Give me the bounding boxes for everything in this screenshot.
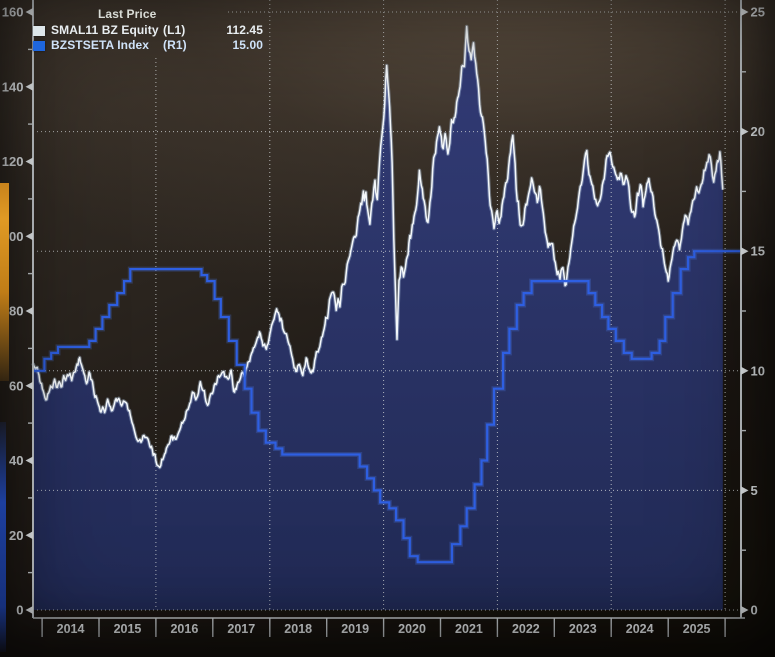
series-last-price-smal11: 112.45 bbox=[226, 23, 263, 37]
year-label-2023: 2023 bbox=[569, 622, 597, 636]
right-tick-arrow-0 bbox=[741, 606, 749, 614]
year-label-2024: 2024 bbox=[626, 622, 654, 636]
left-axis-label-60: 60 bbox=[9, 378, 23, 393]
right-axis-label-20: 20 bbox=[751, 124, 765, 139]
left-tick-arrow-140 bbox=[25, 82, 33, 91]
right-axis[interactable]: 0 5 10 15 20 25 bbox=[741, 5, 765, 618]
left-axis-label-40: 40 bbox=[9, 453, 23, 468]
series-name-bzstseta: BZSTSETA Index bbox=[51, 38, 150, 52]
right-tick-arrow-10 bbox=[741, 366, 749, 375]
left-axis-label-120: 120 bbox=[2, 154, 24, 169]
year-label-2019: 2019 bbox=[341, 622, 369, 636]
left-axis-label-0: 0 bbox=[16, 603, 23, 618]
right-axis-label-25: 25 bbox=[751, 5, 765, 20]
series-swatch-bzstseta bbox=[33, 40, 45, 51]
right-axis-label-5: 5 bbox=[751, 483, 758, 498]
year-label-2017: 2017 bbox=[227, 622, 255, 636]
year-label-2018: 2018 bbox=[284, 622, 312, 636]
right-axis-label-0: 0 bbox=[751, 603, 758, 618]
smal11-price-line bbox=[32, 25, 724, 469]
right-axis-label-10: 10 bbox=[751, 363, 765, 378]
gridlines bbox=[33, 0, 741, 611]
left-edge-orange-artifact bbox=[0, 183, 9, 381]
year-label-2020: 2020 bbox=[398, 622, 426, 636]
left-axis-label-140: 140 bbox=[2, 79, 24, 94]
left-tick-arrow-120 bbox=[25, 157, 33, 166]
left-tick-arrow-80 bbox=[25, 307, 33, 315]
left-tick-arrow-40 bbox=[25, 456, 33, 465]
right-axis-label-15: 15 bbox=[751, 244, 765, 259]
left-axis-label-80: 80 bbox=[9, 304, 23, 319]
date-axis[interactable]: 2014 2015 2016 2017 2018 2019 2020 2021 2022 2023… bbox=[41, 618, 726, 637]
left-tick-arrow-100 bbox=[25, 232, 33, 241]
legend-row-bzstseta[interactable]: BZSTSETA Index (R1) 15.00 bbox=[33, 38, 263, 53]
left-tick-arrow-60 bbox=[25, 381, 33, 390]
left-edge-blue-artifact bbox=[0, 422, 6, 652]
left-tick-arrow-160 bbox=[25, 8, 33, 16]
right-tick-arrow-25 bbox=[741, 8, 749, 16]
left-tick-arrow-20 bbox=[25, 531, 33, 540]
year-label-2015: 2015 bbox=[114, 622, 142, 636]
left-tick-arrow-0 bbox=[25, 606, 33, 614]
legend-row-smal11[interactable]: SMAL11 BZ Equity (L1) 112.45 bbox=[33, 23, 263, 38]
bzstseta-step-line bbox=[33, 250, 741, 564]
year-label-2016: 2016 bbox=[170, 622, 198, 636]
right-tick-arrow-5 bbox=[741, 486, 749, 495]
legend-title: Last Price bbox=[98, 7, 157, 21]
year-label-2025: 2025 bbox=[683, 622, 711, 636]
smal11-area-fill bbox=[33, 26, 723, 610]
series-axis-tag-bzstseta: (R1) bbox=[163, 38, 187, 52]
chart-legend: Last Price SMAL11 BZ Equity (L1) 112.45 … bbox=[33, 6, 263, 53]
year-label-2021: 2021 bbox=[455, 622, 483, 636]
right-tick-arrow-15 bbox=[741, 247, 749, 256]
left-axis-label-160: 160 bbox=[2, 5, 24, 20]
series-last-price-bzstseta: 15.00 bbox=[232, 38, 263, 52]
series-swatch-smal11 bbox=[33, 25, 45, 36]
year-label-2022: 2022 bbox=[512, 622, 540, 636]
series-name-smal11: SMAL11 BZ Equity bbox=[51, 23, 159, 37]
series-axis-tag-smal11: (L1) bbox=[163, 23, 186, 37]
right-tick-arrow-20 bbox=[741, 127, 749, 136]
left-axis-label-20: 20 bbox=[9, 528, 23, 543]
year-label-2014: 2014 bbox=[57, 622, 85, 636]
